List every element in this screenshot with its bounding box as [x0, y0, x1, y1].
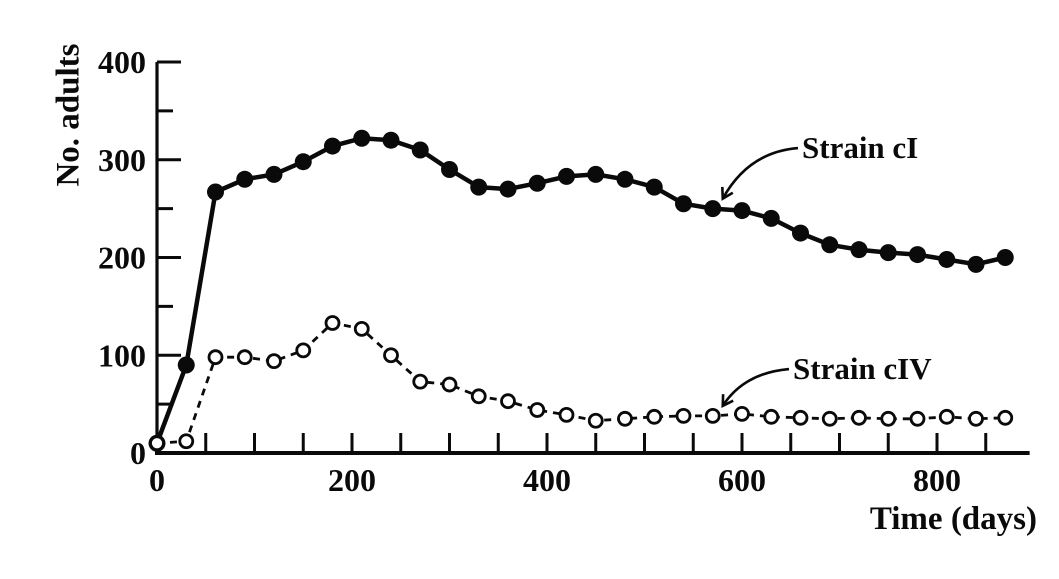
y-tick-label: 300: [98, 142, 146, 178]
marker-open-circle-strain-civ: [997, 409, 1014, 426]
y-tick-label: 100: [98, 337, 146, 373]
series-line-strain-ci: [154, 135, 1006, 444]
marker-open-circle-strain-civ: [704, 407, 721, 424]
marker-open-circle-strain-civ: [587, 412, 604, 429]
marker-open-circle-strain-civ: [675, 407, 692, 424]
marker-open-circle-strain-civ: [909, 410, 926, 427]
marker-open-circle-strain-civ: [938, 408, 955, 425]
marker-open-circle-strain-civ: [821, 410, 838, 427]
marker-filled-circle-strain-ci: [704, 200, 722, 218]
x-axis-title: Time (days): [869, 501, 1037, 537]
marker-filled-circle-strain-ci: [675, 195, 692, 213]
marker-open-circle-strain-civ: [207, 349, 224, 366]
marker-filled-circle-strain-ci: [470, 178, 488, 196]
marker-open-circle-strain-civ: [617, 410, 633, 427]
marker-open-circle-strain-civ: [178, 433, 195, 450]
marker-filled-circle-strain-ci: [207, 183, 224, 201]
marker-open-circle-strain-civ: [470, 388, 487, 405]
marker-filled-circle-strain-ci: [324, 137, 341, 155]
marker-filled-circle-strain-ci: [733, 202, 751, 220]
marker-filled-circle-strain-ci: [177, 356, 195, 374]
x-tick-label: 200: [328, 462, 376, 498]
y-tick-label: 0: [130, 435, 146, 471]
marker-open-circle-strain-civ: [441, 376, 458, 393]
marker-open-circle-strain-civ: [851, 409, 867, 426]
marker-open-circle-strain-civ: [295, 342, 312, 359]
marker-open-circle-strain-civ: [324, 315, 341, 331]
marker-open-circle-strain-civ: [880, 410, 897, 427]
x-tick-label: 0: [149, 462, 165, 498]
marker-filled-circle-strain-ci: [645, 178, 663, 196]
marker-filled-circle-strain-ci: [792, 224, 809, 242]
marker-filled-circle-strain-ci: [996, 249, 1014, 266]
marker-filled-circle-strain-ci: [558, 167, 575, 185]
y-axis-title: No. adults: [50, 43, 87, 187]
marker-filled-circle-strain-ci: [762, 209, 780, 227]
marker-filled-circle-strain-ci: [382, 131, 400, 149]
marker-filled-circle-strain-ci: [967, 255, 985, 273]
marker-open-circle-strain-civ: [500, 393, 516, 410]
marker-filled-circle-strain-ci: [353, 129, 371, 147]
marker-open-circle-strain-civ: [412, 373, 429, 390]
x-tick-label: 400: [523, 462, 571, 498]
annotation-strain-ci-label: Strain cI: [802, 130, 919, 165]
marker-filled-circle-strain-ci: [850, 241, 868, 259]
marker-filled-circle-strain-ci: [587, 165, 605, 183]
marker-open-circle-strain-civ: [149, 435, 165, 452]
marker-filled-circle-strain-ci: [236, 170, 254, 188]
marker-filled-circle-strain-ci: [528, 174, 546, 192]
marker-open-circle-strain-civ: [968, 410, 984, 427]
marker-open-circle-strain-civ: [792, 409, 809, 426]
marker-filled-circle-strain-ci: [879, 244, 897, 262]
marker-filled-circle-strain-ci: [265, 165, 283, 183]
marker-open-circle-strain-civ: [529, 402, 546, 418]
annotation-arrow-strain-ci: [721, 146, 799, 201]
marker-open-circle-strain-civ: [734, 405, 750, 422]
marker-filled-circle-strain-ci: [294, 153, 312, 171]
marker-open-circle-strain-civ: [383, 347, 399, 364]
marker-open-circle-strain-civ: [646, 408, 663, 425]
marker-open-circle-strain-civ: [266, 353, 282, 370]
marker-open-circle-strain-civ: [236, 349, 253, 366]
marker-open-circle-strain-civ: [353, 320, 370, 337]
annotation-strain-civ-label: Strain cIV: [793, 351, 932, 386]
marker-filled-circle-strain-ci: [441, 161, 458, 179]
marker-filled-circle-strain-ci: [821, 236, 839, 254]
marker-filled-circle-strain-ci: [938, 250, 956, 268]
marker-filled-circle-strain-ci: [411, 141, 429, 159]
x-tick-label: 600: [718, 462, 766, 498]
marker-filled-circle-strain-ci: [616, 170, 634, 188]
marker-filled-circle-strain-ci: [499, 180, 517, 198]
y-tick-label: 200: [98, 240, 146, 276]
x-tick-label: 800: [913, 462, 961, 498]
marker-filled-circle-strain-ci: [909, 246, 926, 264]
marker-open-circle-strain-civ: [558, 406, 575, 423]
marker-open-circle-strain-civ: [763, 408, 780, 425]
y-tick-label: 400: [98, 44, 146, 80]
annotation-arrow-strain-civ: [721, 367, 790, 408]
